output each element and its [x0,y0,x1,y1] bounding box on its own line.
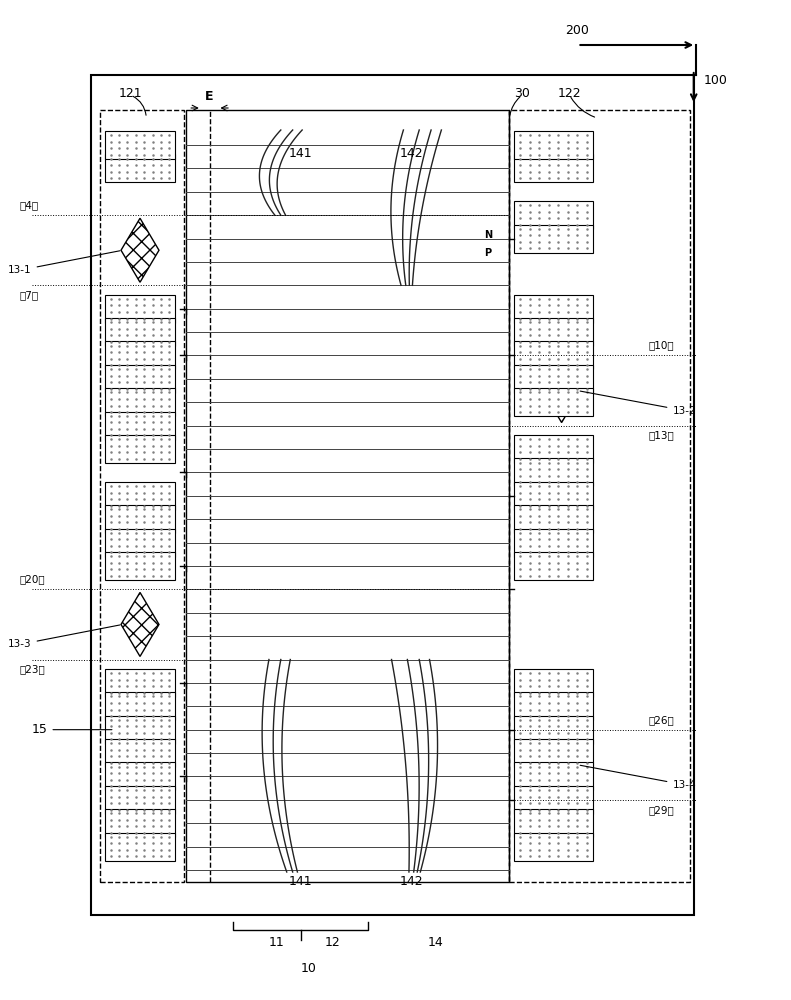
Bar [514,388,593,416]
Bar [105,154,175,182]
Text: 13-3: 13-3 [8,625,120,649]
Text: 第10条: 第10条 [649,340,674,350]
Bar [514,505,593,533]
Bar [105,131,175,159]
Bar [105,739,175,767]
Bar [514,458,593,486]
Bar [105,505,175,533]
Bar [514,529,593,557]
Bar [514,833,593,861]
Bar [105,716,175,744]
Bar [514,762,593,790]
Bar [105,388,175,416]
Bar [514,131,593,159]
Bar [514,365,593,393]
Text: 第29条: 第29条 [649,805,675,815]
Text: 第26条: 第26条 [649,715,675,725]
Bar [514,716,593,744]
Bar [105,412,175,440]
Bar [514,154,593,182]
Text: P: P [484,248,492,258]
Bar [514,552,593,580]
Bar [514,201,593,229]
Bar [514,482,593,510]
Text: 142: 142 [399,147,423,160]
Text: 141: 141 [289,875,312,888]
Bar [105,809,175,837]
Text: E: E [206,90,214,103]
Bar [105,669,175,697]
Text: 10: 10 [301,962,316,974]
Bar [105,692,175,720]
Bar [514,435,593,463]
Text: 15: 15 [32,723,112,736]
Text: 第7条: 第7条 [20,290,39,300]
Text: 第13条: 第13条 [649,431,675,441]
Text: 142: 142 [399,875,423,888]
Text: 13-2: 13-2 [580,391,696,416]
Bar [105,529,175,557]
Bar [105,341,175,369]
Text: 141: 141 [289,147,312,160]
Text: 第4条: 第4条 [20,200,39,210]
Bar [105,762,175,790]
Text: 第23条: 第23条 [20,665,46,675]
Bar [514,318,593,346]
Text: 14: 14 [427,936,443,948]
Bar [105,365,175,393]
Bar [514,341,593,369]
Bar [105,552,175,580]
Text: 13-4: 13-4 [580,765,696,790]
Bar [514,225,593,253]
Bar [105,295,175,323]
Text: 100: 100 [704,74,728,87]
Bar [105,318,175,346]
Text: 11: 11 [269,936,285,948]
Text: 30: 30 [514,87,530,100]
Text: 122: 122 [558,87,581,100]
Bar [105,786,175,814]
Bar [514,692,593,720]
Bar [514,295,593,323]
Bar [514,786,593,814]
Bar [105,435,175,463]
Text: 13-1: 13-1 [8,251,120,275]
Bar [514,669,593,697]
Text: 第20条: 第20条 [20,574,45,584]
Bar [105,833,175,861]
Bar [514,739,593,767]
Text: 200: 200 [566,24,589,37]
Text: N: N [484,230,492,240]
Bar [514,809,593,837]
Bar [105,482,175,510]
Text: 12: 12 [324,936,340,948]
Text: 121: 121 [119,87,142,100]
